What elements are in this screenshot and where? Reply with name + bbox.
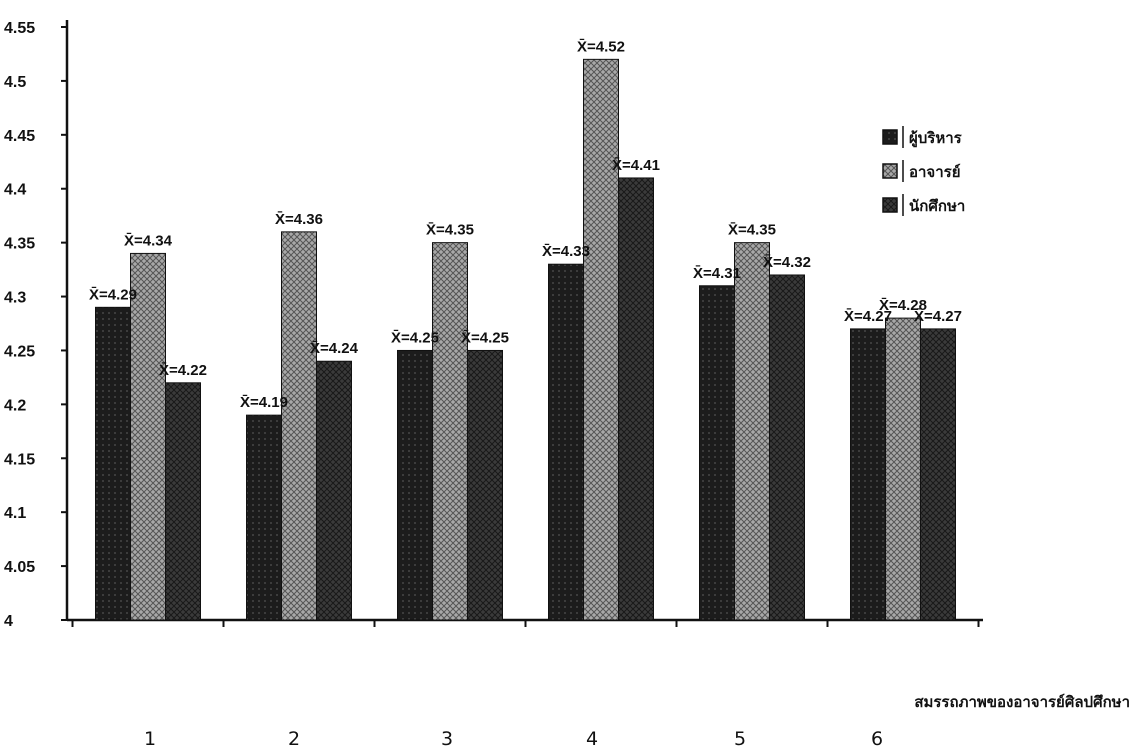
category-labels: 1 2 3 4 5 6 <box>144 728 883 750</box>
y-tick-label: 4 <box>4 613 13 630</box>
bar-series-1-category-0 <box>130 252 166 621</box>
data-label: X̄=4.36 <box>275 210 323 228</box>
bar-series-0-category-5 <box>850 328 886 621</box>
y-tick-label: 4.35 <box>4 236 35 253</box>
y-ticks: 4 4.05 4.1 4.15 4.2 4.25 4.3 4.35 4.4 4.45 4.5 4.55 <box>4 20 67 630</box>
bar-series-0-category-2 <box>397 349 433 621</box>
legend-label: นักศึกษา <box>909 197 965 215</box>
y-tick-label: 4.25 <box>4 343 35 360</box>
y-tick-label: 4.55 <box>4 20 35 37</box>
bar-series-2-category-5 <box>920 328 956 621</box>
bar-series-1-category-3 <box>583 58 619 621</box>
data-label: X̄=4.32 <box>763 253 811 271</box>
bar-series-2-category-3 <box>618 177 654 621</box>
bar-series-2-category-2 <box>467 349 503 621</box>
legend-swatch <box>882 197 898 213</box>
data-label: X̄=4.35 <box>728 221 776 239</box>
category-label: 2 <box>288 728 300 750</box>
bar-series-2-category-0 <box>165 382 201 621</box>
data-label: X̄=4.52 <box>577 38 625 56</box>
bar-series-2-category-1 <box>316 360 352 621</box>
data-labels: X̄=4.29 X̄=4.34 X̄=4.22 X̄=4.19 X̄=4.36 X̄=4.… <box>89 38 962 412</box>
data-label: X̄=4.34 <box>124 232 173 250</box>
bar-series-0-category-3 <box>548 263 584 621</box>
category-label: 6 <box>871 728 883 750</box>
legend-swatch <box>882 163 898 179</box>
data-label: X̄=4.25 <box>461 329 509 347</box>
bar-series-1-category-1 <box>281 231 317 621</box>
legend-swatch <box>882 129 898 145</box>
x-ticks <box>71 620 980 627</box>
bar-series-0-category-0 <box>95 306 131 621</box>
y-tick-label: 4.1 <box>4 505 26 522</box>
data-label: X̄=4.31 <box>693 264 741 282</box>
data-label: X̄=4.27 <box>844 307 892 325</box>
bar-series-0-category-1 <box>246 414 282 621</box>
data-label: X̄=4.25 <box>391 329 439 347</box>
data-label: X̄=4.28 <box>879 296 927 314</box>
category-label: 5 <box>734 728 746 750</box>
y-tick-label: 4.45 <box>4 128 35 145</box>
x-axis-title: สมรรถภาพของอาจารย์ศิลปศึกษา <box>914 693 1130 711</box>
y-tick-label: 4.2 <box>4 397 26 414</box>
bars <box>95 58 956 621</box>
legend-label: ผู้บริหาร <box>909 129 963 148</box>
bar-series-0-category-4 <box>699 285 735 621</box>
data-label: X̄=4.19 <box>240 393 288 411</box>
y-tick-label: 4.3 <box>4 290 26 307</box>
data-label: X̄=4.33 <box>542 242 590 260</box>
bar-series-1-category-4 <box>734 242 770 621</box>
y-tick-label: 4.5 <box>4 74 26 91</box>
y-tick-label: 4.15 <box>4 451 35 468</box>
data-label: X̄=4.29 <box>89 286 137 304</box>
y-tick-label: 4.4 <box>4 182 26 199</box>
data-label: X̄=4.27 <box>914 307 962 325</box>
data-label: X̄=4.24 <box>310 339 359 357</box>
data-label: X̄=4.22 <box>159 361 207 379</box>
data-label: X̄=4.35 <box>426 221 474 239</box>
y-tick-label: 4.05 <box>4 559 35 576</box>
bar-series-2-category-4 <box>769 274 805 621</box>
bar-series-1-category-5 <box>885 317 921 621</box>
bar-series-1-category-2 <box>432 242 468 621</box>
category-label: 1 <box>144 728 156 750</box>
category-label: 4 <box>586 728 598 750</box>
legend-label: อาจารย์ <box>909 163 961 181</box>
category-label: 3 <box>441 728 453 750</box>
data-label: X̄=4.41 <box>612 156 660 174</box>
